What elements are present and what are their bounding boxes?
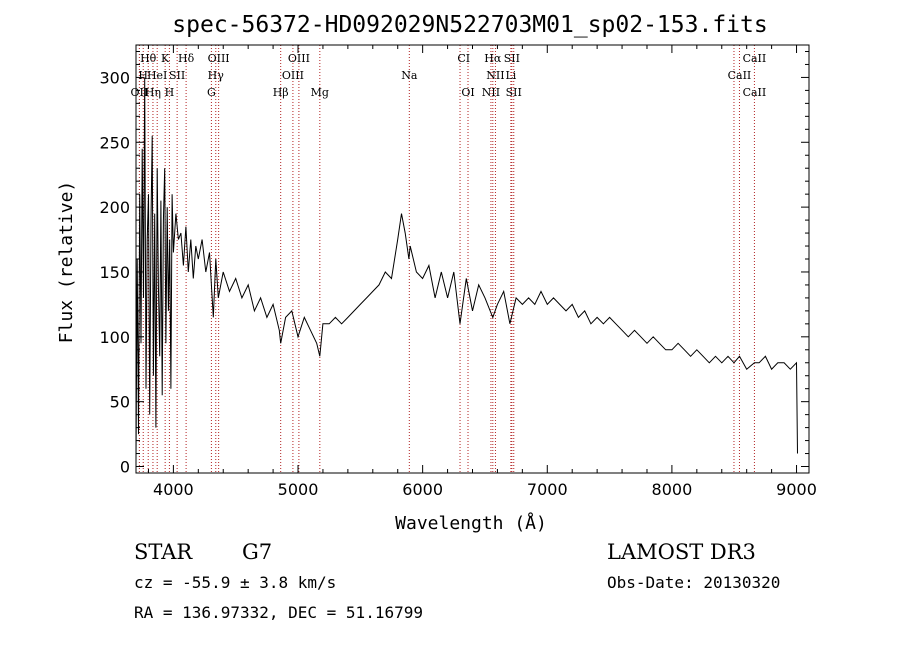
line-label: CI <box>457 52 470 65</box>
chart-title: spec-56372-HD092029N522703M01_sp02-153.f… <box>172 12 767 38</box>
y-tick-label: 0 <box>120 458 130 477</box>
line-label: Hγ <box>208 69 225 82</box>
line-label: Mg <box>311 86 329 99</box>
line-label: SII <box>504 52 520 65</box>
redshift-info: cz = -55.9 ± 3.8 km/s <box>134 573 337 592</box>
line-label: Hβ <box>273 86 289 99</box>
line-label: OII <box>131 86 149 99</box>
x-tick-label: 4000 <box>153 480 194 499</box>
line-label: Hθ <box>140 52 157 65</box>
line-label: NII <box>486 69 504 82</box>
x-tick-label: 6000 <box>402 480 443 499</box>
line-label: OIII <box>288 52 310 65</box>
y-axis-label: Flux (relative) <box>56 181 77 344</box>
line-label: H <box>165 86 175 99</box>
line-label: CaII <box>743 86 767 99</box>
y-tick-label: 250 <box>99 133 130 152</box>
line-label: Hη <box>145 86 161 99</box>
line-label: CaII <box>728 69 752 82</box>
line-label: Hδ <box>178 52 195 65</box>
y-tick-label: 200 <box>99 198 130 217</box>
line-label: OIII <box>282 69 304 82</box>
line-label: SII <box>506 86 522 99</box>
line-markers <box>138 45 755 473</box>
coordinates: RA = 136.97332, DEC = 51.16799 <box>134 603 423 622</box>
line-label: NII <box>482 86 500 99</box>
survey-label: LAMOST DR3 <box>607 540 756 564</box>
line-label: Li <box>505 69 516 82</box>
spectral-subclass: G7 <box>242 540 273 564</box>
x-axis-label: Wavelength (Å) <box>395 512 547 534</box>
line-label: K <box>161 52 170 65</box>
x-tick-label: 9000 <box>776 480 817 499</box>
x-tick-label: 7000 <box>527 480 568 499</box>
line-label: SII <box>169 69 185 82</box>
line-label: H <box>138 69 148 82</box>
line-label: G <box>207 86 216 99</box>
line-label: CaII <box>743 52 767 65</box>
line-label: Na <box>401 69 418 82</box>
y-tick-label: 50 <box>110 393 130 412</box>
x-tick-label: 5000 <box>278 480 319 499</box>
axis-ticks: 4000 5000 6000 7000 8000 9000 0 50 100 150 200 250 3… <box>99 45 817 499</box>
spectrum-line <box>135 77 798 461</box>
line-label: OI <box>461 86 474 99</box>
line-label: OIII <box>208 52 230 65</box>
object-class: STAR <box>134 540 193 564</box>
line-label: HeI <box>147 69 167 82</box>
y-tick-label: 300 <box>99 68 130 87</box>
y-tick-label: 100 <box>99 328 130 347</box>
y-tick-label: 150 <box>99 263 130 282</box>
obs-date: Obs-Date: 20130320 <box>607 573 781 592</box>
x-tick-label: 8000 <box>652 480 693 499</box>
plot-frame <box>135 44 810 474</box>
line-label: Hα <box>484 52 502 65</box>
